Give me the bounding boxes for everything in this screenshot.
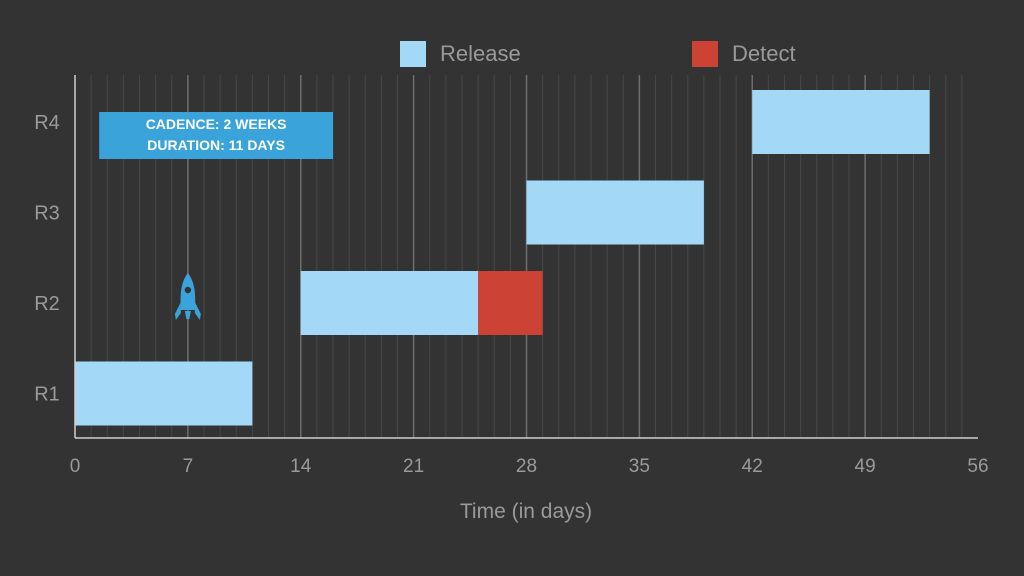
x-tick-label: 49 [855, 456, 876, 477]
annotation: CADENCE: 2 WEEKS DURATION: 11 DAYS [99, 112, 333, 159]
x-tick-label: 56 [967, 456, 988, 477]
x-tick-label: 0 [70, 456, 81, 477]
row-label-r4: R4 [34, 112, 60, 134]
bar-r3-release [526, 180, 704, 245]
axis-layer [74, 75, 978, 439]
x-tick-label: 35 [629, 456, 650, 477]
legend: Release Detect [400, 41, 796, 67]
x-axis-title: Time (in days) [460, 500, 592, 523]
bar-r2-detect [478, 271, 543, 335]
labels-layer: 0 7 14 21 28 35 42 49 56 R1 R2 R3 R4 [34, 112, 988, 477]
x-tick-label: 28 [516, 456, 537, 477]
bar-r4-release [752, 90, 930, 154]
x-tick-label: 7 [183, 456, 194, 477]
row-label-r2: R2 [34, 293, 60, 315]
x-tick-label: 14 [290, 456, 312, 477]
legend-label-release: Release [440, 41, 521, 66]
rocket-fin-right [194, 302, 201, 320]
row-label-r3: R3 [34, 203, 60, 225]
x-tick-label: 21 [403, 456, 424, 477]
legend-swatch-detect [692, 41, 718, 67]
legend-label-detect: Detect [732, 41, 796, 66]
annotation-line: DURATION: 11 DAYS [147, 137, 285, 153]
x-tick-label: 42 [742, 456, 763, 477]
bar-r1-release [75, 361, 253, 426]
row-label-r1: R1 [34, 384, 60, 406]
rocket-nozzle [184, 311, 191, 319]
annotation-line: CADENCE: 2 WEEKS [146, 116, 287, 132]
annotation-box [99, 112, 333, 159]
legend-swatch-release [400, 41, 426, 67]
bar-r2-release [300, 271, 479, 335]
marker [174, 273, 201, 320]
rocket-icon [174, 273, 201, 320]
rocket-window [184, 286, 192, 294]
bars-layer [75, 90, 930, 426]
rocket-fin-left [174, 302, 181, 320]
